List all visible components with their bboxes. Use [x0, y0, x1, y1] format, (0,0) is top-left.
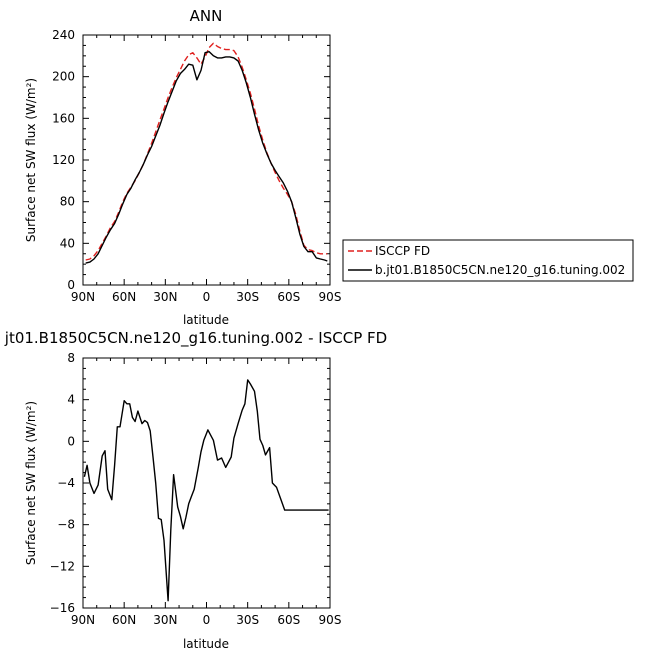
top-panel: ANN 0 40 80 120 160 200 240 90N 60N 30N 0 30S 60S 90S… — [24, 7, 341, 327]
bottom-series-lines — [83, 379, 329, 602]
bottom-axis-ticks: −16 −12 −8 −4 0 4 8 90N 60N 30N 0 30S 60S 90S — [50, 351, 342, 627]
bottom-y-tick-label: 0 — [67, 434, 75, 448]
bottom-x-tick-label: 60S — [277, 613, 300, 627]
bottom-chart-title: jt01.B1850C5CN.ne120_g16.tuning.002 - IS… — [4, 329, 387, 348]
top-y-tick-label: 40 — [60, 236, 75, 250]
top-y-axis-label: Surface net SW flux (W/m²) — [24, 78, 38, 242]
legend-box — [342, 239, 634, 282]
top-y-tick-label: 240 — [52, 28, 75, 42]
top-series-line-1 — [85, 51, 328, 264]
legend: ISCCP FD b.jt01.B1850C5CN.ne120_g16.tuni… — [342, 239, 634, 282]
bottom-x-tick-label: 0 — [203, 613, 211, 627]
top-x-tick-label: 0 — [203, 290, 211, 304]
legend-entry-isccp-fd: ISCCP FD — [375, 244, 430, 258]
top-series-line-0 — [85, 42, 328, 261]
bottom-x-tick-label: 90N — [71, 613, 95, 627]
top-x-tick-label: 90N — [71, 290, 95, 304]
top-chart-title: ANN — [190, 7, 223, 25]
top-axis-ticks: 0 40 80 120 160 200 240 90N 60N 30N 0 30S 60S 90S — [52, 28, 341, 304]
bottom-y-axis-label: Surface net SW flux (W/m²) — [24, 401, 38, 565]
bottom-x-axis-label: latitude — [183, 637, 229, 651]
bottom-y-tick-label: 8 — [67, 351, 75, 365]
top-y-tick-label: 120 — [52, 153, 75, 167]
top-series-lines — [85, 42, 328, 264]
top-x-tick-label: 90S — [319, 290, 342, 304]
bottom-y-tick-label: −4 — [57, 476, 75, 490]
top-x-tick-label: 60N — [112, 290, 136, 304]
top-x-tick-label: 30N — [153, 290, 177, 304]
bottom-plot-frame — [82, 357, 331, 609]
legend-entry-model: b.jt01.B1850C5CN.ne120_g16.tuning.002 — [375, 263, 625, 277]
top-plot-frame — [82, 34, 331, 286]
bottom-x-tick-label: 30N — [153, 613, 177, 627]
bottom-panel: jt01.B1850C5CN.ne120_g16.tuning.002 - IS… — [4, 329, 387, 651]
top-y-tick-label: 200 — [52, 70, 75, 84]
bottom-y-tick-label: −16 — [50, 601, 75, 615]
bottom-x-tick-label: 60N — [112, 613, 136, 627]
bottom-y-tick-label: −12 — [50, 559, 75, 573]
bottom-y-tick-label: 4 — [67, 393, 75, 407]
top-x-axis-label: latitude — [183, 313, 229, 327]
bottom-series-line-0 — [83, 379, 329, 602]
top-y-tick-label: 80 — [60, 195, 75, 209]
bottom-x-tick-label: 90S — [319, 613, 342, 627]
bottom-y-tick-label: −8 — [57, 518, 75, 532]
bottom-x-tick-label: 30S — [236, 613, 259, 627]
top-y-tick-label: 0 — [67, 278, 75, 292]
top-x-tick-label: 60S — [277, 290, 300, 304]
top-y-tick-label: 160 — [52, 111, 75, 125]
top-x-tick-label: 30S — [236, 290, 259, 304]
